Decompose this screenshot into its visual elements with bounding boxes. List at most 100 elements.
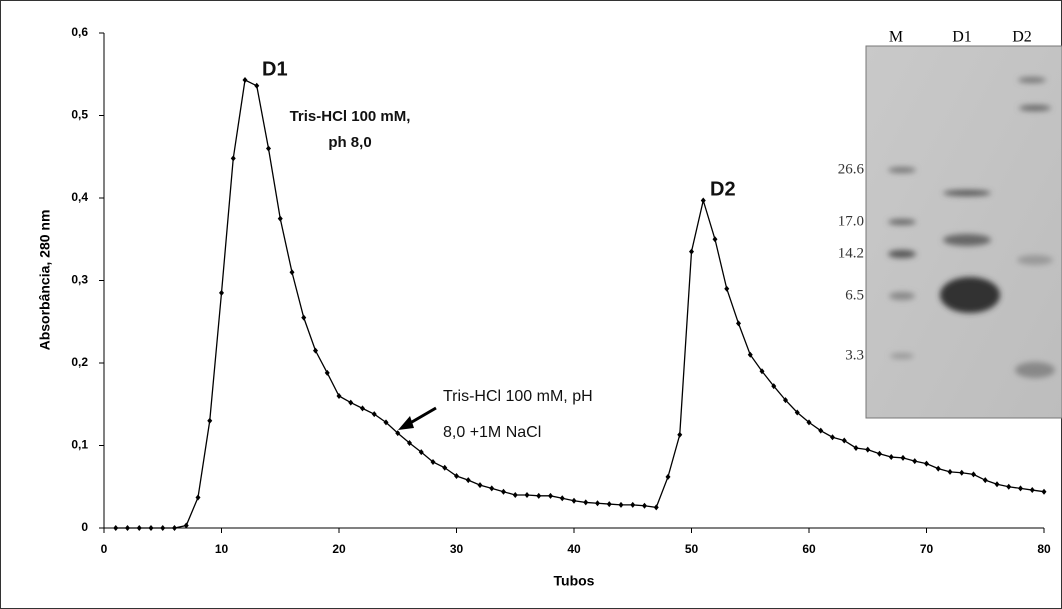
data-point <box>407 440 412 447</box>
y-tick-label: 0,6 <box>71 25 88 39</box>
gel-inset: M D1 D2 26.6 17.0 14.2 6.5 3.3 <box>838 29 1062 419</box>
data-point <box>207 417 213 424</box>
data-point <box>888 454 894 461</box>
data-point <box>583 499 589 506</box>
gel-lane-label: M <box>889 29 903 46</box>
data-point <box>653 504 659 511</box>
data-point <box>571 497 577 504</box>
y-tick-label: 0,1 <box>71 438 88 452</box>
y-tick-label: 0,2 <box>71 355 88 369</box>
data-point <box>736 320 741 327</box>
annotation: 8,0 +1M NaCl <box>443 424 541 441</box>
data-point <box>383 419 389 426</box>
annotation: Tris-HCl 100 mM, <box>290 108 411 125</box>
data-point <box>548 492 553 499</box>
data-point <box>266 145 271 152</box>
data-point <box>477 482 483 489</box>
annotation: Tris-HCl 100 mM, pH <box>443 388 593 405</box>
data-point <box>301 314 307 321</box>
arrow-head <box>398 416 414 430</box>
data-point <box>524 492 530 498</box>
data-point <box>724 285 730 292</box>
data-point <box>971 471 976 478</box>
data-point <box>219 289 224 296</box>
data-point <box>418 449 424 456</box>
data-point <box>689 248 694 255</box>
data-point <box>324 369 330 376</box>
x-tick-label: 70 <box>920 542 934 556</box>
gel-marker-label: 26.6 <box>838 161 865 177</box>
data-point <box>395 430 401 437</box>
data-point <box>595 500 600 507</box>
data-point <box>289 269 295 276</box>
data-point <box>759 368 765 375</box>
data-point <box>630 501 636 508</box>
data-point <box>959 469 965 476</box>
data-point <box>1029 487 1035 494</box>
y-tick-label: 0,5 <box>71 108 88 122</box>
gel-marker-label: 6.5 <box>845 287 864 303</box>
x-tick-label: 40 <box>567 542 581 556</box>
annotation: D2 <box>710 178 736 200</box>
data-point <box>1006 483 1012 490</box>
data-point <box>830 434 835 441</box>
data-point <box>900 454 906 461</box>
data-point <box>454 473 459 480</box>
data-point <box>183 522 189 529</box>
data-point <box>360 405 365 412</box>
data-point <box>113 525 119 531</box>
gel-lane-label: D1 <box>952 29 972 46</box>
data-point <box>841 437 847 444</box>
data-point <box>818 427 824 434</box>
data-point <box>512 492 518 498</box>
data-point <box>348 399 354 406</box>
data-point <box>336 393 342 399</box>
data-point <box>1018 485 1023 492</box>
x-tick-label: 30 <box>450 542 464 556</box>
data-point <box>125 525 130 531</box>
data-point <box>642 502 647 509</box>
x-tick-label: 10 <box>215 542 229 556</box>
gel-marker-label: 17.0 <box>838 213 864 229</box>
data-point <box>912 458 918 465</box>
data-point <box>747 351 753 358</box>
gel-marker-label: 3.3 <box>845 347 864 363</box>
data-point <box>195 494 201 501</box>
annotation: ph 8,0 <box>328 134 371 151</box>
data-point <box>982 477 988 484</box>
data-point <box>924 460 929 467</box>
data-point <box>230 155 236 162</box>
y-tick-label: 0 <box>81 520 88 534</box>
gel-lane-label: D2 <box>1012 29 1032 46</box>
gel-marker-label: 14.2 <box>838 245 864 261</box>
x-tick-label: 80 <box>1037 542 1051 556</box>
y-tick-label: 0,4 <box>71 190 88 204</box>
x-tick-label: 0 <box>101 542 108 556</box>
data-point <box>489 485 495 492</box>
data-point <box>148 525 154 531</box>
x-tick-label: 60 <box>802 542 816 556</box>
data-point <box>172 525 177 531</box>
data-point <box>771 383 777 390</box>
data-point <box>536 492 542 499</box>
data-point <box>136 525 142 531</box>
annotation: D1 <box>262 58 288 80</box>
data-point <box>877 450 882 457</box>
data-point <box>1041 488 1047 495</box>
data-point <box>442 464 448 471</box>
data-point <box>313 347 318 354</box>
y-axis-label: Absorbância, 280 nm <box>37 210 53 351</box>
data-point <box>665 473 671 480</box>
data-point <box>794 409 800 416</box>
data-point <box>606 501 612 508</box>
x-tick-label: 50 <box>685 542 699 556</box>
data-point <box>677 431 683 438</box>
data-point <box>465 477 471 484</box>
data-point <box>618 501 624 508</box>
data-point <box>430 459 436 465</box>
data-point <box>947 468 953 475</box>
x-tick-label: 20 <box>332 542 346 556</box>
data-point <box>700 197 706 204</box>
data-point <box>254 82 260 89</box>
